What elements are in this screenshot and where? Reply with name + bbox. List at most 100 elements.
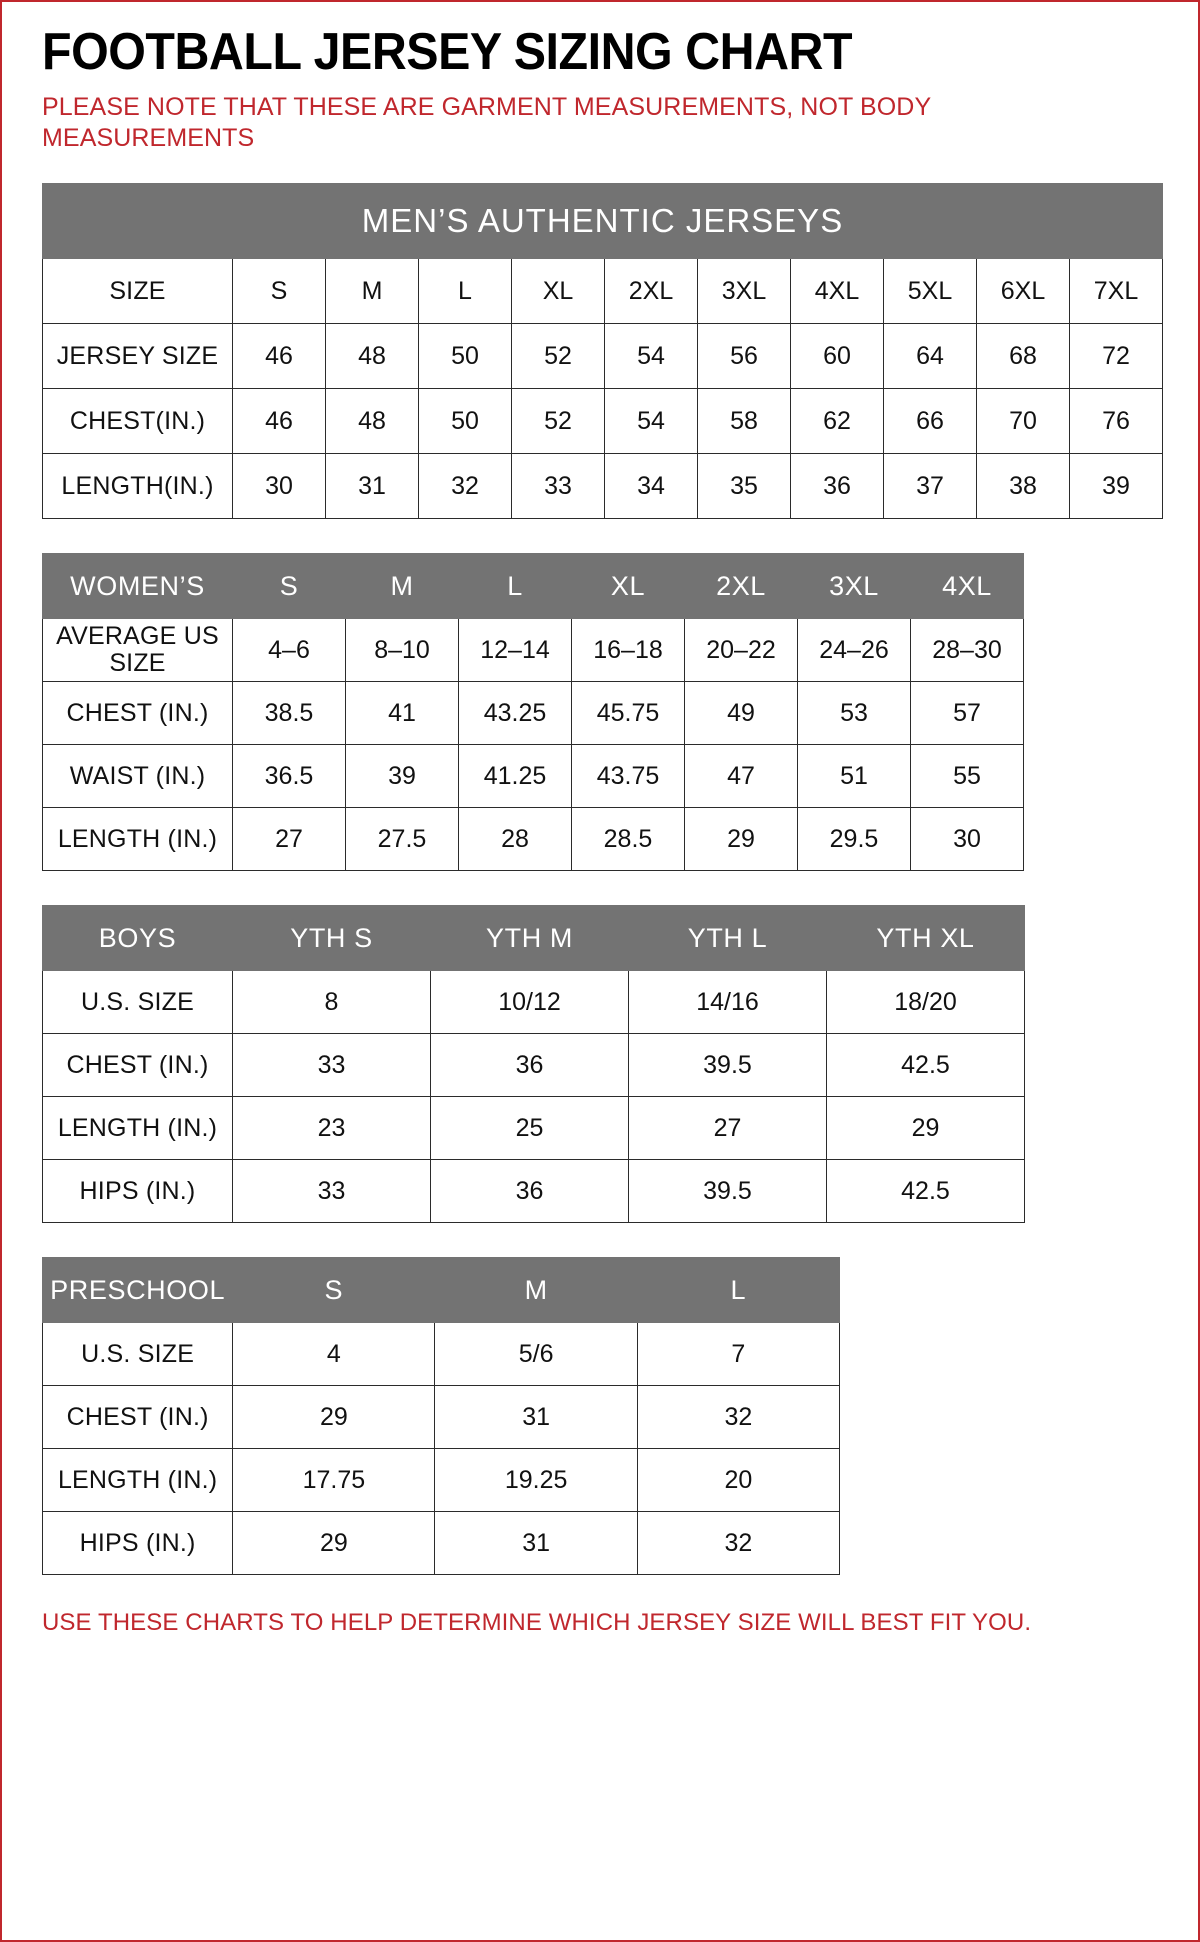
womens-row-label-average-us-size: AVERAGE US SIZE — [42, 618, 233, 682]
preschool-row-label-chest: CHEST (IN.) — [41, 1385, 234, 1449]
boys-row-label-chest: CHEST (IN.) — [42, 1033, 233, 1097]
table-row: CHEST (IN.) 29 31 32 — [41, 1385, 841, 1449]
cell: 55 — [910, 744, 1024, 808]
cell: 32 — [636, 1385, 841, 1449]
preschool-size-m: M — [434, 1257, 638, 1323]
cell: 53 — [797, 681, 911, 745]
cell: 39 — [1068, 453, 1164, 519]
womens-size-2xl: 2XL — [684, 553, 798, 619]
table-row: HIPS (IN.) 33 36 39.5 42.5 — [42, 1159, 1025, 1223]
cell: 29 — [684, 807, 798, 871]
cell: 29 — [826, 1096, 1025, 1160]
cell: 70 — [976, 388, 1070, 454]
boys-header-label: BOYS — [42, 905, 233, 971]
cell: 20 — [636, 1448, 841, 1512]
cell: 8–10 — [345, 618, 459, 682]
cell: 30 — [910, 807, 1024, 871]
cell: 46 — [232, 388, 326, 454]
preschool-size-l: L — [636, 1257, 841, 1323]
mens-row-label-jersey-size: JERSEY SIZE — [42, 323, 233, 389]
preschool-table-header-row: PRESCHOOL S M L — [41, 1257, 841, 1323]
cell: 14/16 — [628, 970, 827, 1034]
cell: 4 — [232, 1322, 436, 1386]
cell: 41 — [345, 681, 459, 745]
cell: 51 — [797, 744, 911, 808]
cell: 23 — [232, 1096, 431, 1160]
cell: 60 — [790, 323, 884, 389]
womens-row-label-waist: WAIST (IN.) — [42, 744, 233, 808]
cell: 19.25 — [434, 1448, 638, 1512]
mens-row-label-length: LENGTH(IN.) — [42, 453, 233, 519]
cell: 62 — [790, 388, 884, 454]
mens-size-m: M — [325, 258, 419, 324]
cell: 20–22 — [684, 618, 798, 682]
cell: 28.5 — [571, 807, 685, 871]
cell: 48 — [325, 388, 419, 454]
mens-size-2xl: 2XL — [604, 258, 698, 324]
garment-measurement-note: PLEASE NOTE THAT THESE ARE GARMENT MEASU… — [42, 93, 931, 152]
boys-jerseys-table: BOYS YTH S YTH M YTH L YTH XL U.S. SIZE … — [42, 905, 1025, 1223]
mens-size-l: L — [418, 258, 512, 324]
cell: 42.5 — [826, 1159, 1025, 1223]
cell: 58 — [697, 388, 791, 454]
cell: 52 — [511, 323, 605, 389]
cell: 38 — [976, 453, 1070, 519]
preschool-jerseys-table: PRESCHOOL S M L U.S. SIZE 4 5/6 7 CHEST … — [41, 1257, 841, 1575]
womens-row-label-length: LENGTH (IN.) — [42, 807, 233, 871]
cell: 43.75 — [571, 744, 685, 808]
cell: 30 — [232, 453, 326, 519]
cell: 33 — [232, 1159, 431, 1223]
cell: 7 — [636, 1322, 841, 1386]
cell: 28 — [458, 807, 572, 871]
womens-size-xl: XL — [571, 553, 685, 619]
table-row: U.S. SIZE 8 10/12 14/16 18/20 — [42, 970, 1025, 1034]
boys-table-header-row: BOYS YTH S YTH M YTH L YTH XL — [42, 905, 1025, 971]
cell: 12–14 — [458, 618, 572, 682]
cell: 17.75 — [232, 1448, 436, 1512]
womens-jerseys-table: WOMEN’S S M L XL 2XL 3XL 4XL AVERAGE US … — [42, 553, 1024, 871]
boys-size-yth-l: YTH L — [628, 905, 827, 971]
cell: 64 — [883, 323, 977, 389]
table-row: WAIST (IN.) 36.5 39 41.25 43.75 47 51 55 — [42, 744, 1024, 808]
table-row: LENGTH (IN.) 23 25 27 29 — [42, 1096, 1025, 1160]
cell: 5/6 — [434, 1322, 638, 1386]
mens-size-4xl: 4XL — [790, 258, 884, 324]
boys-size-yth-s: YTH S — [232, 905, 431, 971]
cell: 76 — [1068, 388, 1164, 454]
cell: 49 — [684, 681, 798, 745]
cell: 32 — [418, 453, 512, 519]
cell: 27 — [628, 1096, 827, 1160]
cell: 24–26 — [797, 618, 911, 682]
cell: 43.25 — [458, 681, 572, 745]
cell: 57 — [910, 681, 1024, 745]
mens-table-size-header-row: SIZE S M L XL 2XL 3XL 4XL 5XL 6XL 7XL — [42, 258, 1164, 324]
boys-row-label-us-size: U.S. SIZE — [42, 970, 233, 1034]
cell: 28–30 — [910, 618, 1024, 682]
cell: 54 — [604, 323, 698, 389]
cell: 37 — [883, 453, 977, 519]
cell: 39.5 — [628, 1033, 827, 1097]
cell: 47 — [684, 744, 798, 808]
preschool-size-s: S — [232, 1257, 436, 1323]
cell: 36 — [430, 1159, 629, 1223]
page-title: FOOTBALL JERSEY SIZING CHART — [42, 23, 853, 81]
cell: 68 — [976, 323, 1070, 389]
boys-row-label-length: LENGTH (IN.) — [42, 1096, 233, 1160]
preschool-header-label: PRESCHOOL — [41, 1257, 234, 1323]
cell: 33 — [232, 1033, 431, 1097]
womens-size-4xl: 4XL — [910, 553, 1024, 619]
cell: 34 — [604, 453, 698, 519]
cell: 50 — [418, 323, 512, 389]
cell: 29 — [232, 1511, 436, 1575]
cell: 10/12 — [430, 970, 629, 1034]
footer-note: USE THESE CHARTS TO HELP DETERMINE WHICH… — [42, 1609, 1032, 1636]
cell: 31 — [434, 1511, 638, 1575]
mens-size-s: S — [232, 258, 326, 324]
mens-size-6xl: 6XL — [976, 258, 1070, 324]
cell: 72 — [1068, 323, 1164, 389]
womens-table-header-row: WOMEN’S S M L XL 2XL 3XL 4XL — [42, 553, 1024, 619]
mens-size-label: SIZE — [42, 258, 233, 324]
cell: 54 — [604, 388, 698, 454]
cell: 27.5 — [345, 807, 459, 871]
